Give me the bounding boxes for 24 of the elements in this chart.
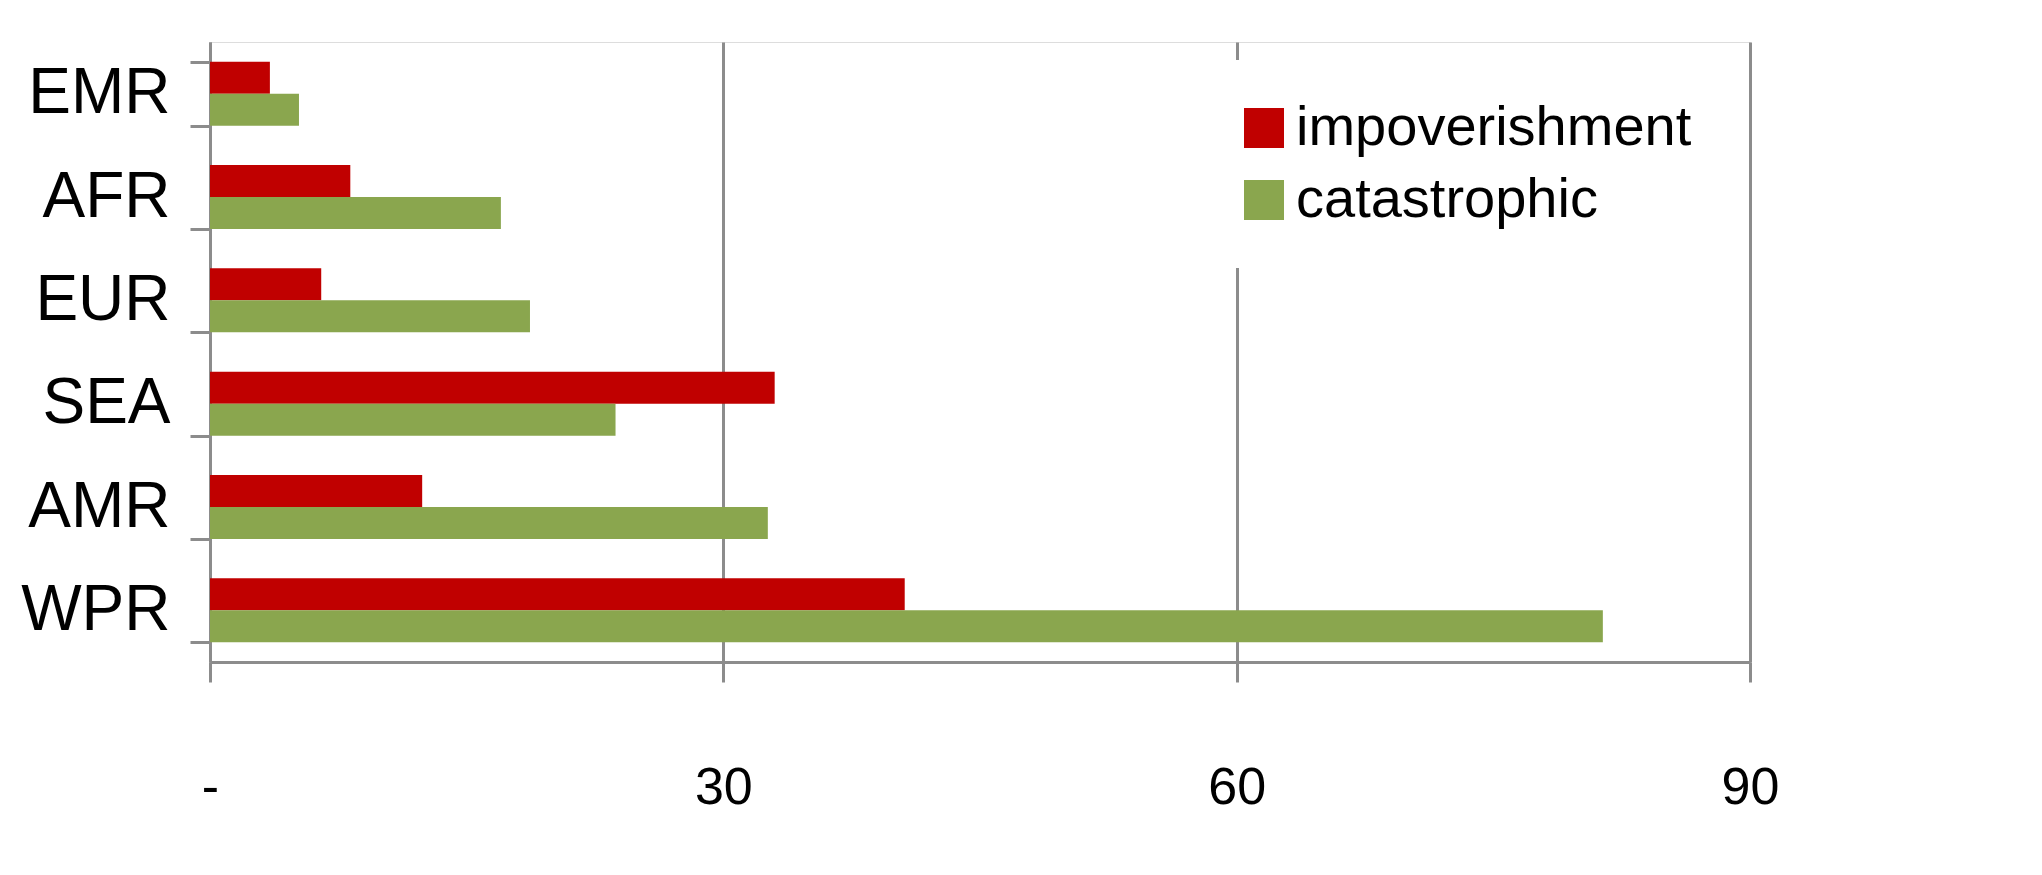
- bar: [210, 300, 530, 333]
- y-tick-label: SEA: [42, 365, 171, 438]
- bar: [210, 371, 775, 404]
- y-tick-label: AMR: [28, 468, 171, 541]
- y-tick-label: WPR: [21, 571, 171, 644]
- x-tick-label: 60: [1208, 756, 1267, 815]
- bar: [210, 578, 905, 611]
- y-tick-label: EMR: [28, 55, 171, 128]
- bar: [210, 61, 270, 94]
- bar: [210, 610, 1603, 643]
- y-tick-label: EUR: [35, 261, 171, 334]
- x-tick-label: 90: [1721, 756, 1780, 815]
- legend-label: impoverishment: [1296, 94, 1692, 157]
- y-tick-label: AFR: [42, 158, 171, 231]
- x-tick-label: -: [201, 756, 220, 815]
- bar: [210, 507, 768, 540]
- x-tick-label: 30: [694, 756, 753, 815]
- bar: [210, 474, 423, 507]
- bar: [210, 268, 322, 301]
- bar: [210, 164, 351, 197]
- bar: [210, 197, 501, 230]
- bar: [210, 403, 616, 436]
- bar: [210, 93, 299, 126]
- legend-label: catastrophic: [1296, 166, 1598, 229]
